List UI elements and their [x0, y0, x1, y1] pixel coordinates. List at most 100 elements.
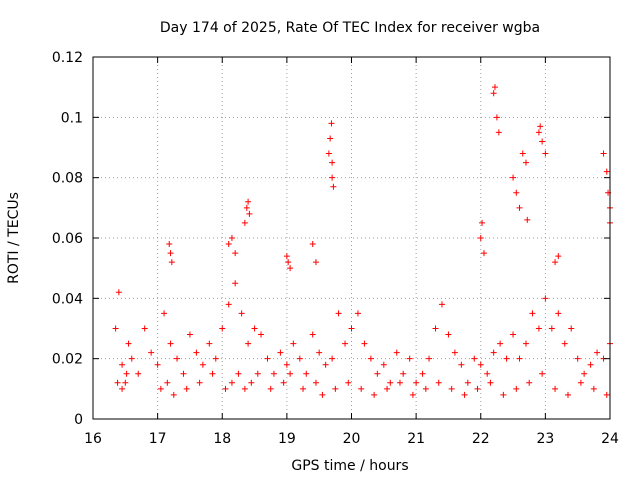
data-point	[524, 216, 531, 223]
data-point	[241, 219, 248, 226]
data-point	[325, 150, 332, 157]
data-point	[342, 340, 349, 347]
data-point	[535, 129, 542, 136]
x-tick-label: 21	[407, 431, 425, 447]
data-point	[300, 385, 307, 392]
data-point	[161, 310, 168, 317]
data-point	[474, 385, 481, 392]
data-point	[519, 150, 526, 157]
data-point	[254, 370, 261, 377]
data-point	[128, 355, 135, 362]
data-point	[510, 174, 517, 181]
data-point	[406, 355, 413, 362]
data-point	[309, 241, 316, 248]
data-point	[438, 301, 445, 308]
data-point	[296, 355, 303, 362]
data-point	[516, 355, 523, 362]
data-point	[526, 379, 533, 386]
data-point	[451, 349, 458, 356]
data-point	[522, 159, 529, 166]
data-point	[345, 379, 352, 386]
y-axis-label: ROTI / TECUs	[6, 192, 22, 284]
data-point	[246, 210, 253, 217]
x-tick-label: 17	[149, 431, 167, 447]
data-point	[479, 219, 486, 226]
data-point	[354, 310, 361, 317]
data-point	[243, 204, 250, 211]
data-point	[464, 379, 471, 386]
data-point	[432, 325, 439, 332]
data-point	[328, 120, 335, 127]
data-point	[290, 340, 297, 347]
data-point	[561, 340, 568, 347]
x-tick-labels: 16 17 18 19 20 21 22 23 24	[84, 431, 619, 447]
data-point	[487, 379, 494, 386]
data-point	[154, 361, 161, 368]
data-point	[513, 189, 520, 196]
data-point	[603, 391, 610, 398]
data-point	[119, 361, 126, 368]
data-point	[206, 340, 213, 347]
data-point	[535, 325, 542, 332]
data-point	[329, 174, 336, 181]
data-point	[258, 331, 265, 338]
data-point	[458, 361, 465, 368]
data-point	[387, 379, 394, 386]
data-point	[332, 385, 339, 392]
data-point	[480, 250, 487, 257]
data-point	[361, 340, 368, 347]
data-point	[222, 385, 229, 392]
grid-lines	[93, 57, 610, 419]
data-point	[264, 355, 271, 362]
data-point	[574, 355, 581, 362]
data-point	[445, 331, 452, 338]
data-point	[477, 235, 484, 241]
data-point	[495, 129, 502, 136]
data-point	[283, 253, 290, 260]
data-point	[490, 90, 497, 97]
data-point	[484, 370, 491, 377]
data-point	[510, 331, 517, 338]
data-point	[157, 385, 164, 392]
data-point	[374, 370, 381, 377]
data-point	[581, 370, 588, 377]
data-point	[196, 379, 203, 386]
y-tick-label: 0.04	[52, 291, 83, 307]
data-point	[312, 379, 319, 386]
data-point	[413, 379, 420, 386]
data-point	[537, 123, 544, 130]
data-point	[552, 385, 559, 392]
data-point	[115, 289, 122, 296]
data-point	[516, 204, 523, 211]
data-point	[167, 340, 174, 347]
data-point	[119, 385, 126, 392]
data-point	[380, 361, 387, 368]
data-point	[529, 310, 536, 317]
x-tick-label: 22	[472, 431, 490, 447]
data-point	[287, 265, 294, 272]
data-point	[267, 385, 274, 392]
data-point	[322, 361, 329, 368]
chart-title: Day 174 of 2025, Rate Of TEC Index for r…	[160, 20, 540, 36]
data-point	[503, 355, 510, 362]
data-point	[228, 235, 235, 241]
data-point	[477, 361, 484, 368]
data-point	[193, 349, 200, 356]
data-point	[330, 183, 337, 190]
x-tick-label: 16	[84, 431, 102, 447]
x-tick-label: 20	[343, 431, 361, 447]
data-point	[461, 391, 468, 398]
data-point	[329, 355, 336, 362]
data-point	[555, 253, 562, 260]
data-point	[241, 385, 248, 392]
data-point	[112, 325, 119, 332]
data-point	[123, 370, 130, 377]
y-tick-label: 0.02	[52, 352, 83, 368]
data-point	[335, 310, 342, 317]
data-point	[600, 150, 607, 157]
data-point	[422, 385, 429, 392]
data-point	[497, 340, 504, 347]
data-point	[542, 150, 549, 157]
data-point	[280, 379, 287, 386]
